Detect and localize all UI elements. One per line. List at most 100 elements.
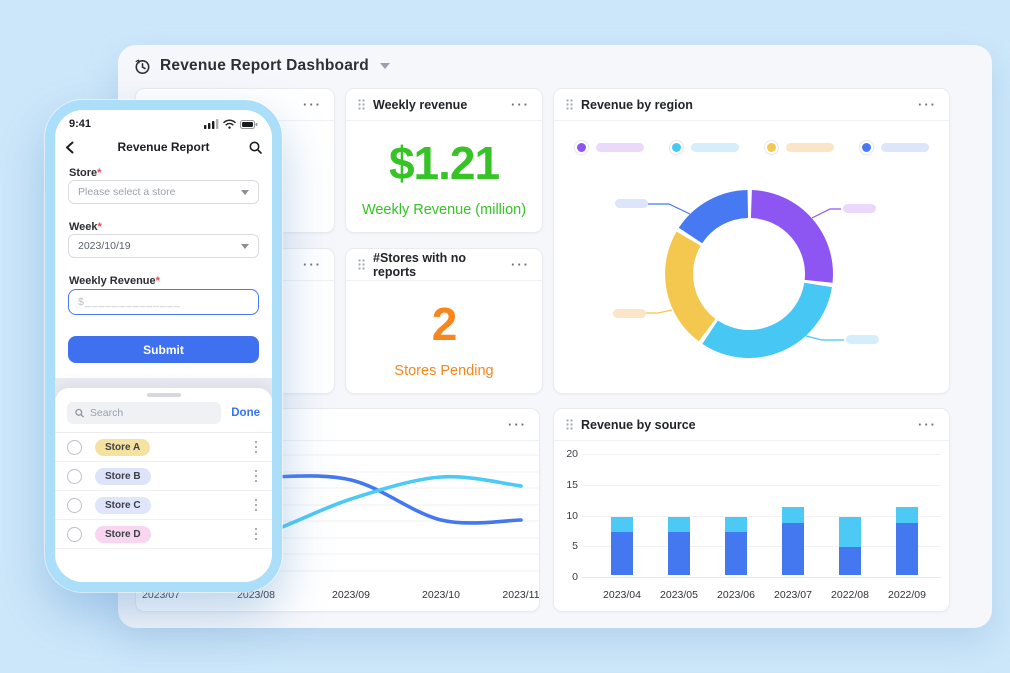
signal-icon — [204, 119, 219, 129]
sheet-drag-handle[interactable] — [146, 393, 181, 397]
ellipsis-menu-icon[interactable]: ··· — [508, 416, 527, 432]
kebab-menu-icon[interactable] — [252, 467, 261, 486]
donut-chart — [613, 190, 879, 358]
stacked-bar — [725, 516, 747, 575]
card-title: Revenue by region — [581, 97, 693, 112]
drag-handle-icon[interactable] — [358, 259, 365, 270]
donut-segment-region-purple — [750, 190, 833, 283]
stacked-bar — [782, 507, 804, 575]
weekly-revenue-value: $1.21 — [388, 137, 500, 189]
stacked-bar — [839, 516, 861, 575]
drag-handle-icon[interactable] — [566, 419, 573, 430]
callout-label-pill — [615, 199, 648, 208]
y-tick-label: 0 — [572, 571, 578, 583]
card-weekly-revenue: Weekly revenue ··· $1.21 Weekly Revenue … — [345, 88, 543, 233]
x-tick-label: 2023/07 — [142, 589, 180, 601]
store-badge: Store D — [95, 525, 151, 543]
bar-segment-cyan — [839, 516, 861, 548]
radio-button[interactable] — [67, 468, 82, 484]
donut-segment-region-cyan — [702, 282, 832, 358]
x-tick-label: 2022/08 — [831, 589, 869, 601]
stores-pending-caption: Stores Pending — [394, 362, 494, 379]
drag-handle-icon[interactable] — [358, 99, 365, 110]
legend-item — [764, 141, 834, 154]
history-clock-icon — [135, 59, 150, 74]
store-select[interactable]: Please select a store — [68, 180, 259, 204]
ellipsis-menu-icon[interactable]: ··· — [511, 256, 530, 272]
done-button[interactable]: Done — [231, 407, 260, 419]
kebab-menu-icon[interactable] — [252, 496, 261, 515]
x-tick-label: 2023/05 — [660, 589, 698, 601]
ellipsis-menu-icon[interactable]: ··· — [303, 256, 322, 272]
store-row[interactable]: Store D — [55, 520, 272, 549]
card-title: Revenue by source — [581, 417, 696, 432]
card-revenue-by-source: Revenue by source ··· 20 15 10 5 0 2023/04 202… — [553, 408, 950, 612]
store-row[interactable]: Store C — [55, 491, 272, 520]
store-search-input[interactable] — [89, 407, 214, 419]
store-row[interactable]: Store B — [55, 462, 272, 491]
report-form: 9:41 Revenue Report Store* Please select — [55, 110, 272, 378]
back-icon[interactable] — [65, 141, 74, 154]
x-tick-label: 2022/09 — [888, 589, 926, 601]
store-search-field[interactable] — [67, 402, 222, 424]
legend-item — [859, 141, 929, 154]
radio-button[interactable] — [67, 439, 82, 455]
bar-segment-blue — [668, 531, 690, 575]
stacked-bar — [668, 516, 690, 575]
kebab-menu-icon[interactable] — [252, 438, 261, 457]
status-bar: 9:41 — [55, 116, 272, 132]
legend-dot — [574, 141, 588, 154]
donut-legend — [554, 141, 949, 154]
callout-label-pill — [846, 335, 879, 344]
radio-button[interactable] — [67, 497, 82, 513]
phone-mockup: 9:41 Revenue Report Store* Please select — [45, 100, 282, 592]
gridline — [582, 546, 941, 548]
card-title: Weekly revenue — [373, 97, 468, 112]
donut-segment-region-blue — [678, 190, 749, 244]
ellipsis-menu-icon[interactable]: ··· — [511, 96, 530, 112]
bar-segment-blue — [839, 547, 861, 575]
phone-page-title: Revenue Report — [117, 140, 210, 154]
kebab-menu-icon[interactable] — [252, 525, 261, 544]
y-tick-label: 15 — [566, 478, 578, 491]
callout-label-pill — [843, 204, 876, 213]
x-tick-label: 2023/09 — [332, 589, 370, 601]
drag-handle-icon[interactable] — [566, 99, 573, 110]
bar-segment-cyan — [782, 507, 804, 523]
y-tick-label: 10 — [566, 509, 578, 522]
ellipsis-menu-icon[interactable]: ··· — [918, 416, 937, 432]
ellipsis-menu-icon[interactable]: ··· — [918, 96, 937, 112]
radio-button[interactable] — [67, 526, 82, 542]
legend-label-pill — [785, 143, 834, 152]
bar-segment-blue — [782, 522, 804, 575]
divider — [55, 432, 272, 433]
stacked-bar — [896, 507, 918, 575]
legend-dot — [859, 141, 873, 154]
x-tick-label: 2023/07 — [774, 589, 812, 601]
page-title: Revenue Report Dashboard — [160, 57, 369, 74]
legend-label-pill — [690, 143, 739, 152]
store-row[interactable]: Store A — [55, 433, 272, 462]
legend-dot — [764, 141, 778, 154]
ellipsis-menu-icon[interactable]: ··· — [303, 96, 322, 112]
card-stores-pending: #Stores with no reports ··· 2 Stores Pen… — [345, 248, 543, 394]
dashboard-title-dropdown[interactable]: Revenue Report Dashboard — [134, 57, 390, 75]
callout-line — [805, 335, 844, 341]
weekly-revenue-input[interactable] — [68, 289, 259, 315]
week-select[interactable]: 2023/10/19 — [68, 234, 259, 258]
bar-segment-cyan — [725, 516, 747, 532]
wifi-icon — [223, 119, 236, 129]
callout-line — [648, 203, 691, 215]
bar-chart: 20 15 10 5 0 2023/04 2023/05 2023/06 2023/07 2022… — [554, 442, 949, 611]
store-badge: Store B — [95, 467, 151, 485]
legend-dot — [669, 141, 683, 154]
x-tick-label: 2023/06 — [717, 589, 755, 601]
callout-line — [646, 309, 673, 314]
card-title: #Stores with no reports — [373, 250, 467, 279]
gridline — [582, 484, 941, 486]
select-caret-icon — [241, 189, 249, 195]
bar-segment-blue — [611, 531, 633, 575]
x-tick-label: 2023/04 — [603, 589, 641, 601]
search-icon[interactable] — [249, 141, 262, 154]
submit-button[interactable]: Submit — [68, 336, 259, 363]
